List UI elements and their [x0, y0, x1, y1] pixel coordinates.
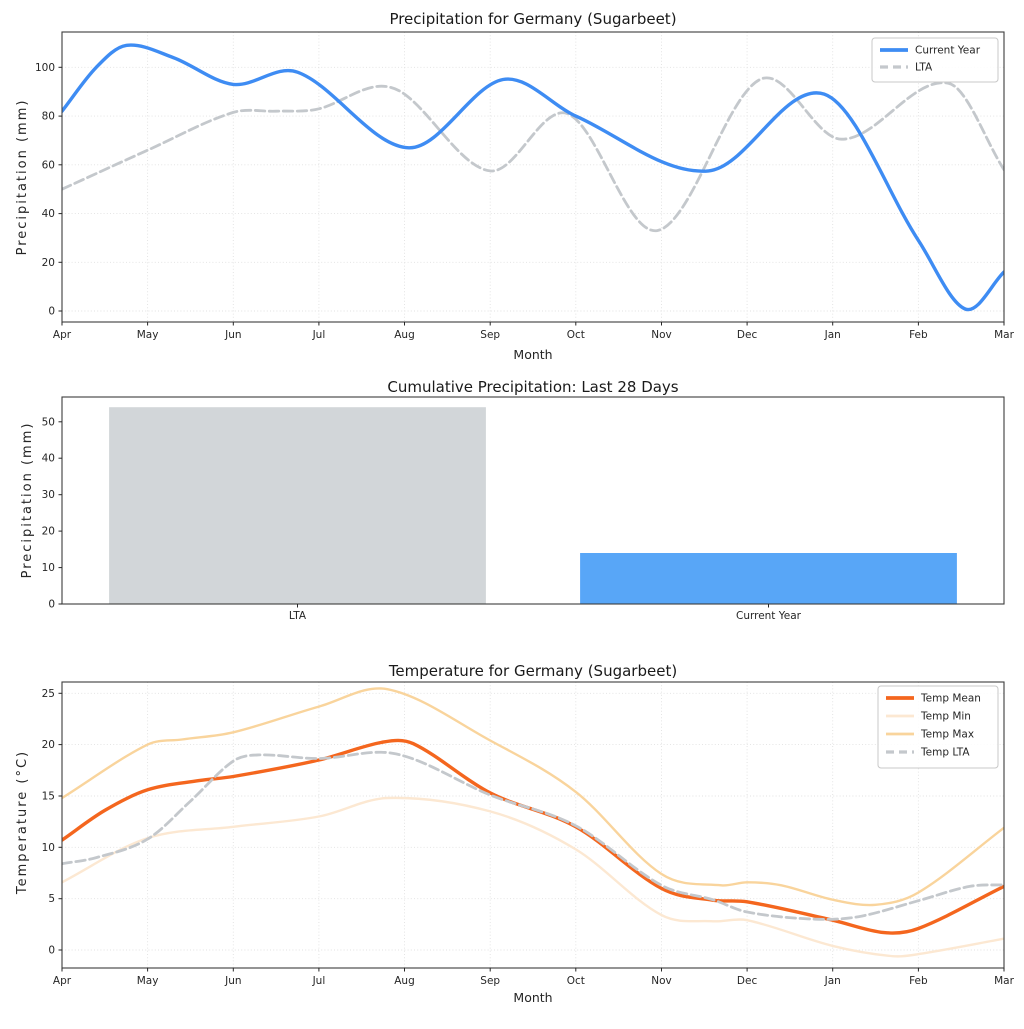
temperature-line-legend-label: Temp Min	[920, 711, 971, 723]
temperature-line-y-tick-label: 10	[42, 842, 55, 854]
temperature-line-y-tick-label: 20	[42, 739, 55, 751]
temperature-chart-title: Temperature for Germany (Sugarbeet)	[388, 662, 677, 680]
temperature-line-y-tick-label: 0	[48, 945, 55, 957]
precipitation-line-y-tick-label: 20	[42, 257, 55, 269]
temperature-line-x-tick-label: Apr	[53, 975, 72, 987]
precipitation-line-x-tick-label: Feb	[909, 329, 928, 341]
precipitation-line-x-tick-label: Jan	[824, 329, 841, 341]
precipitation-line-x-tick-label: Jul	[312, 329, 326, 341]
precipitation-line-x-tick-label: Nov	[651, 329, 672, 341]
temperature-plot-area: 0 5 10 15 20 25 Apr May Jun Jul Aug Sep Oct Nov Dec Jan…	[42, 681, 1015, 987]
temperature-y-axis-label: Temperature (°C)	[15, 750, 30, 895]
precipitation-line-x-tick-label: Jun	[224, 329, 241, 341]
temperature-line-x-tick-label: Jan	[824, 975, 841, 987]
cumulative-precipitation-chart: Cumulative Precipitation: Last 28 Days P…	[20, 378, 1005, 622]
cumulative-precip-bar-y-tick-label: 20	[42, 526, 55, 538]
precipitation-line-legend: Current Year LTA	[871, 37, 999, 83]
temperature-x-axis-label: Month	[513, 990, 552, 1005]
cumulative-y-axis-label: Precipitation (mm)	[20, 422, 35, 579]
precipitation-chart-title: Precipitation for Germany (Sugarbeet)	[389, 10, 676, 28]
cumulative-plot-area: 0 10 20 30 40 50 LTA Current Year	[42, 396, 1005, 622]
precipitation-line-x-tick-label: Sep	[480, 329, 500, 341]
precipitation-line-spines	[61, 31, 1005, 323]
precipitation-line-legend-label: Current Year	[915, 45, 981, 57]
temperature-line-y-tick-label: 5	[48, 893, 55, 905]
cumulative-precip-bar-spines	[61, 396, 1005, 605]
precipitation-line-x-tick-label: Aug	[394, 329, 415, 341]
temperature-line-x-tick-label: Feb	[909, 975, 928, 987]
precipitation-plot-area: 0 20 40 60 80 100 Apr May Jun Jul Aug Sep Oct Nov Dec J…	[35, 31, 1015, 341]
temperature-line-legend: Temp Mean Temp Min Temp Max Temp LTA	[877, 685, 999, 769]
temperature-line-x-tick-label: Aug	[394, 975, 415, 987]
series-lta	[62, 76, 1004, 233]
series-temp-max	[62, 687, 1004, 907]
temperature-line-x-tick-label: Jul	[312, 975, 326, 987]
bar-lta	[109, 407, 486, 604]
temperature-line-y-tick-label: 25	[42, 688, 55, 700]
temperature-line-series-group	[62, 687, 1004, 958]
temperature-line-y-tick-label: 15	[42, 791, 55, 803]
temperature-line-x-tick-label: Mar	[994, 975, 1014, 987]
precipitation-line-x-tick-label: May	[137, 329, 159, 341]
precipitation-line-legend-label: LTA	[915, 62, 933, 74]
series-temp-lta	[62, 750, 1004, 921]
temperature-line-legend-label: Temp Max	[920, 729, 974, 741]
temperature-line-spines	[61, 681, 1005, 969]
temperature-line-x-tick-label: Jun	[224, 975, 241, 987]
precipitation-y-axis-label: Precipitation (mm)	[15, 99, 30, 256]
precipitation-line-x-tick-label: Dec	[737, 329, 758, 341]
temperature-line-grid	[61, 682, 1005, 968]
precipitation-line-y-tick-label: 0	[48, 306, 55, 318]
temperature-line-x-tick-label: Nov	[651, 975, 672, 987]
temperature-chart: Temperature for Germany (Sugarbeet) Temp…	[15, 662, 1015, 1005]
precipitation-line-series-group	[62, 43, 1004, 312]
temperature-line-x-tick-label: May	[137, 975, 159, 987]
precipitation-chart: Precipitation for Germany (Sugarbeet) Pr…	[15, 10, 1015, 362]
bar-current-year	[580, 553, 957, 604]
cumulative-precip-bar-y-tick-label: 40	[42, 453, 55, 465]
cumulative-precip-bar-y-tick-label: 50	[42, 416, 55, 428]
temperature-line-legend-label: Temp LTA	[920, 747, 970, 759]
cumulative-precip-bar-y-tick-label: 0	[48, 599, 55, 611]
cumulative-precip-bar-x-tick-label: Current Year	[736, 610, 802, 622]
cumulative-precip-bar-y-tick-label: 30	[42, 489, 55, 501]
cumulative-chart-title: Cumulative Precipitation: Last 28 Days	[387, 378, 678, 396]
precipitation-line-y-tick-label: 80	[42, 111, 55, 123]
temperature-line-x-tick-label: Dec	[737, 975, 758, 987]
precipitation-x-axis-label: Month	[513, 347, 552, 362]
cumulative-precip-bar-x-tick-label: LTA	[289, 610, 307, 622]
temperature-line-x-tick-label: Oct	[567, 975, 585, 987]
precipitation-line-grid	[61, 32, 1005, 322]
precipitation-line-x-tick-label: Oct	[567, 329, 585, 341]
precipitation-line-y-tick-label: 60	[42, 159, 55, 171]
precipitation-line-x-tick-label: Apr	[53, 329, 72, 341]
precipitation-line-y-tick-label: 40	[42, 208, 55, 220]
precipitation-line-x-tick-label: Mar	[994, 329, 1014, 341]
cumulative-precip-bar-y-tick-label: 10	[42, 562, 55, 574]
series-temp-min	[62, 796, 1004, 958]
temperature-line-legend-label: Temp Mean	[920, 693, 981, 705]
temperature-line-x-tick-label: Sep	[480, 975, 500, 987]
series-current-year	[62, 43, 1004, 312]
temperature-line-legend-box	[877, 685, 999, 769]
precipitation-line-y-tick-label: 100	[35, 62, 55, 74]
